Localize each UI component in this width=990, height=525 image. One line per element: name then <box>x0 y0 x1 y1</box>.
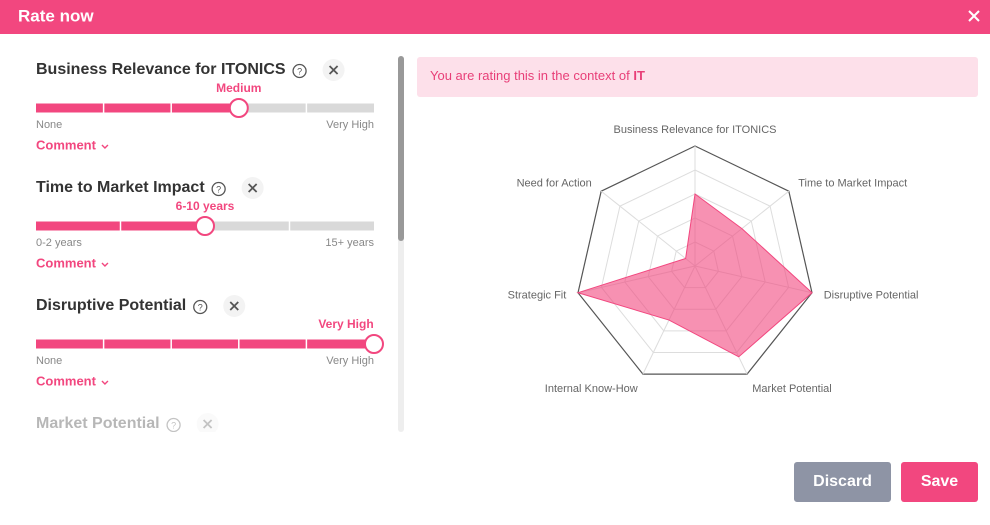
axis-label: Market Potential <box>752 383 831 395</box>
criterion-title: Disruptive Potential <box>36 297 186 314</box>
slider-fill <box>36 339 374 349</box>
list-fade <box>0 432 396 452</box>
discard-label[interactable]: Discard <box>813 473 872 490</box>
dialog-title: Rate now <box>18 6 94 25</box>
close-button[interactable] <box>968 10 980 22</box>
discard-button[interactable]: Discard <box>794 462 891 502</box>
spoke <box>600 190 696 267</box>
context-highlight: IT <box>633 68 645 83</box>
save-bg[interactable] <box>901 462 978 502</box>
slider-value-label: Medium <box>216 81 261 95</box>
axis-label: Disruptive Potential <box>824 289 919 301</box>
grid-ring <box>577 145 813 375</box>
criterion-title: Business Relevance for ITONICS <box>36 61 286 78</box>
comment-chevron[interactable] <box>101 380 109 385</box>
axis-label: Business Relevance for ITONICS <box>613 124 776 136</box>
help-icon-mark: ? <box>198 302 203 312</box>
remove-icon[interactable] <box>229 301 239 311</box>
axis-label: Need for Action <box>517 178 592 190</box>
axis-label: Strategic Fit <box>508 289 567 301</box>
slider-value-label: 6-10 years <box>176 199 235 213</box>
slider-max-label: 15+ years <box>325 237 374 249</box>
axis-label: Internal Know-How <box>545 383 638 395</box>
grid-ring <box>600 169 790 353</box>
context-text: You are rating this in the context of IT <box>430 68 645 83</box>
header-bar <box>0 0 990 34</box>
slider-thumb[interactable] <box>228 98 249 118</box>
criterion-title: Market Potential <box>36 415 160 432</box>
scroll-thumb[interactable] <box>398 56 404 241</box>
save-button[interactable]: Save <box>901 462 978 502</box>
comment-toggle[interactable]: Comment <box>36 255 97 270</box>
slider-thumb[interactable] <box>195 216 215 236</box>
slider-thumb[interactable] <box>364 334 384 354</box>
criteria-list[interactable]: Business Relevance for ITONICS ? Medium Non… <box>36 59 384 435</box>
context-text-part: You are rating this in the context of <box>430 68 633 83</box>
slider-min-label: 0-2 years <box>36 237 82 249</box>
remove-icon[interactable] <box>248 183 258 193</box>
criterion[interactable]: Time to Market Impact ? 6-10 years 0-2 year… <box>36 177 374 270</box>
help-icon[interactable] <box>166 417 181 432</box>
criterion-title: Time to Market Impact <box>36 179 205 196</box>
criterion[interactable]: Market Potential? <box>36 413 219 435</box>
slider-fill <box>36 103 239 113</box>
help-icon-mark: ? <box>216 184 221 194</box>
comment-toggle[interactable]: Comment <box>36 373 97 388</box>
comment-toggle[interactable]: Comment <box>36 137 97 152</box>
axis-label: Time to Market Impact <box>798 178 907 190</box>
help-icon[interactable] <box>211 181 226 197</box>
discard-bg[interactable] <box>794 462 891 502</box>
help-icon[interactable] <box>193 299 208 315</box>
slider-value-label: Very High <box>318 317 373 331</box>
data-area <box>576 193 813 358</box>
help-icon-mark: ? <box>297 66 302 76</box>
radar-chart: Business Relevance for ITONICS Time to Ma… <box>508 124 919 395</box>
comment-chevron[interactable] <box>101 144 109 149</box>
slider-min-label: None <box>36 119 62 131</box>
slider-max-label: Very High <box>326 355 374 367</box>
help-icon[interactable] <box>292 63 307 79</box>
slider-min-label: None <box>36 355 62 367</box>
remove-bg[interactable] <box>196 413 219 435</box>
comment-chevron[interactable] <box>101 262 109 267</box>
slider-max-label: Very High <box>326 119 374 131</box>
save-label[interactable]: Save <box>921 473 958 490</box>
help-icon-mark: ? <box>171 420 176 430</box>
criterion[interactable]: Disruptive Potential ? Very High None Very H… <box>36 295 384 388</box>
context-note <box>417 57 978 97</box>
criterion[interactable]: Business Relevance for ITONICS ? Medium Non… <box>36 59 374 152</box>
remove-icon[interactable] <box>202 419 213 429</box>
remove-icon[interactable] <box>328 65 339 75</box>
